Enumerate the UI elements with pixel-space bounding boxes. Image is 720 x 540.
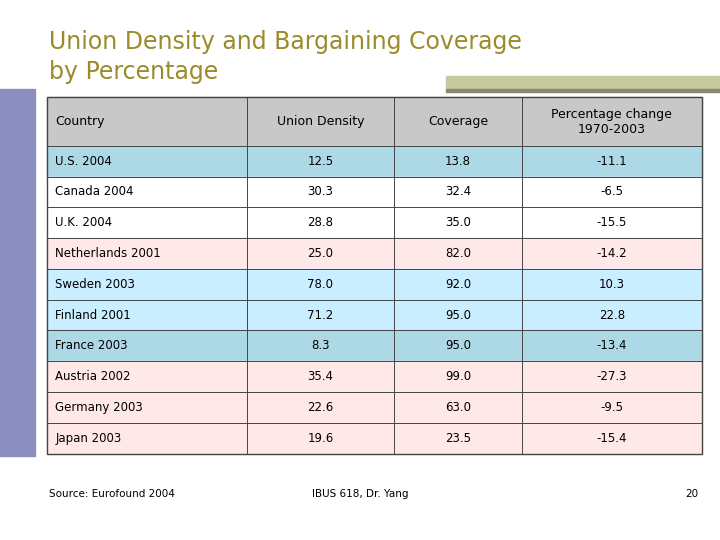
Text: 22.6: 22.6 (307, 401, 333, 414)
Text: -15.5: -15.5 (597, 216, 627, 229)
Text: 13.8: 13.8 (445, 154, 471, 168)
Text: Percentage change
1970-2003: Percentage change 1970-2003 (552, 107, 672, 136)
Bar (47, 146, 702, 177)
Text: 92.0: 92.0 (445, 278, 471, 291)
Bar (47, 207, 702, 238)
Bar (47, 361, 702, 392)
Bar (47, 177, 702, 207)
Text: 20: 20 (685, 489, 698, 499)
Text: Sweden 2003: Sweden 2003 (55, 278, 135, 291)
Text: 63.0: 63.0 (445, 401, 471, 414)
Text: 82.0: 82.0 (445, 247, 471, 260)
Text: Canada 2004: Canada 2004 (55, 185, 134, 199)
Text: 78.0: 78.0 (307, 278, 333, 291)
Text: -13.4: -13.4 (597, 339, 627, 353)
Text: Finland 2001: Finland 2001 (55, 308, 131, 322)
Text: 8.3: 8.3 (311, 339, 330, 353)
Bar (0, 89, 35, 456)
Bar (47, 97, 702, 146)
Text: Union Density and Bargaining Coverage
by Percentage: Union Density and Bargaining Coverage by… (49, 30, 522, 84)
Text: 30.3: 30.3 (307, 185, 333, 199)
Text: -9.5: -9.5 (600, 401, 624, 414)
Bar (446, 76, 720, 89)
Text: Austria 2002: Austria 2002 (55, 370, 131, 383)
Bar (47, 300, 702, 330)
Text: -15.4: -15.4 (597, 431, 627, 445)
Text: -27.3: -27.3 (597, 370, 627, 383)
Bar (47, 392, 702, 423)
Bar (47, 97, 702, 454)
Text: Japan 2003: Japan 2003 (55, 431, 122, 445)
Bar (47, 423, 702, 454)
Text: 95.0: 95.0 (445, 339, 471, 353)
Text: 23.5: 23.5 (445, 431, 471, 445)
Bar (47, 269, 702, 300)
Text: U.S. 2004: U.S. 2004 (55, 154, 112, 168)
Text: Source: Eurofound 2004: Source: Eurofound 2004 (49, 489, 175, 499)
Text: 95.0: 95.0 (445, 308, 471, 322)
Text: U.K. 2004: U.K. 2004 (55, 216, 112, 229)
Text: Country: Country (55, 115, 105, 128)
Text: France 2003: France 2003 (55, 339, 128, 353)
Text: 99.0: 99.0 (445, 370, 471, 383)
Bar (47, 330, 702, 361)
Bar (446, 89, 720, 92)
Text: Union Density: Union Density (276, 115, 364, 128)
Text: 71.2: 71.2 (307, 308, 333, 322)
Text: -11.1: -11.1 (597, 154, 627, 168)
Text: -14.2: -14.2 (597, 247, 627, 260)
Bar (47, 238, 702, 269)
Text: 35.0: 35.0 (445, 216, 471, 229)
Text: 12.5: 12.5 (307, 154, 333, 168)
Text: Germany 2003: Germany 2003 (55, 401, 143, 414)
Text: 19.6: 19.6 (307, 431, 333, 445)
Text: -6.5: -6.5 (600, 185, 624, 199)
Text: 22.8: 22.8 (599, 308, 625, 322)
Text: 32.4: 32.4 (445, 185, 471, 199)
Text: IBUS 618, Dr. Yang: IBUS 618, Dr. Yang (312, 489, 408, 499)
Text: 25.0: 25.0 (307, 247, 333, 260)
Text: Netherlands 2001: Netherlands 2001 (55, 247, 161, 260)
Text: 28.8: 28.8 (307, 216, 333, 229)
Text: 10.3: 10.3 (599, 278, 625, 291)
Text: 35.4: 35.4 (307, 370, 333, 383)
Text: Coverage: Coverage (428, 115, 488, 128)
